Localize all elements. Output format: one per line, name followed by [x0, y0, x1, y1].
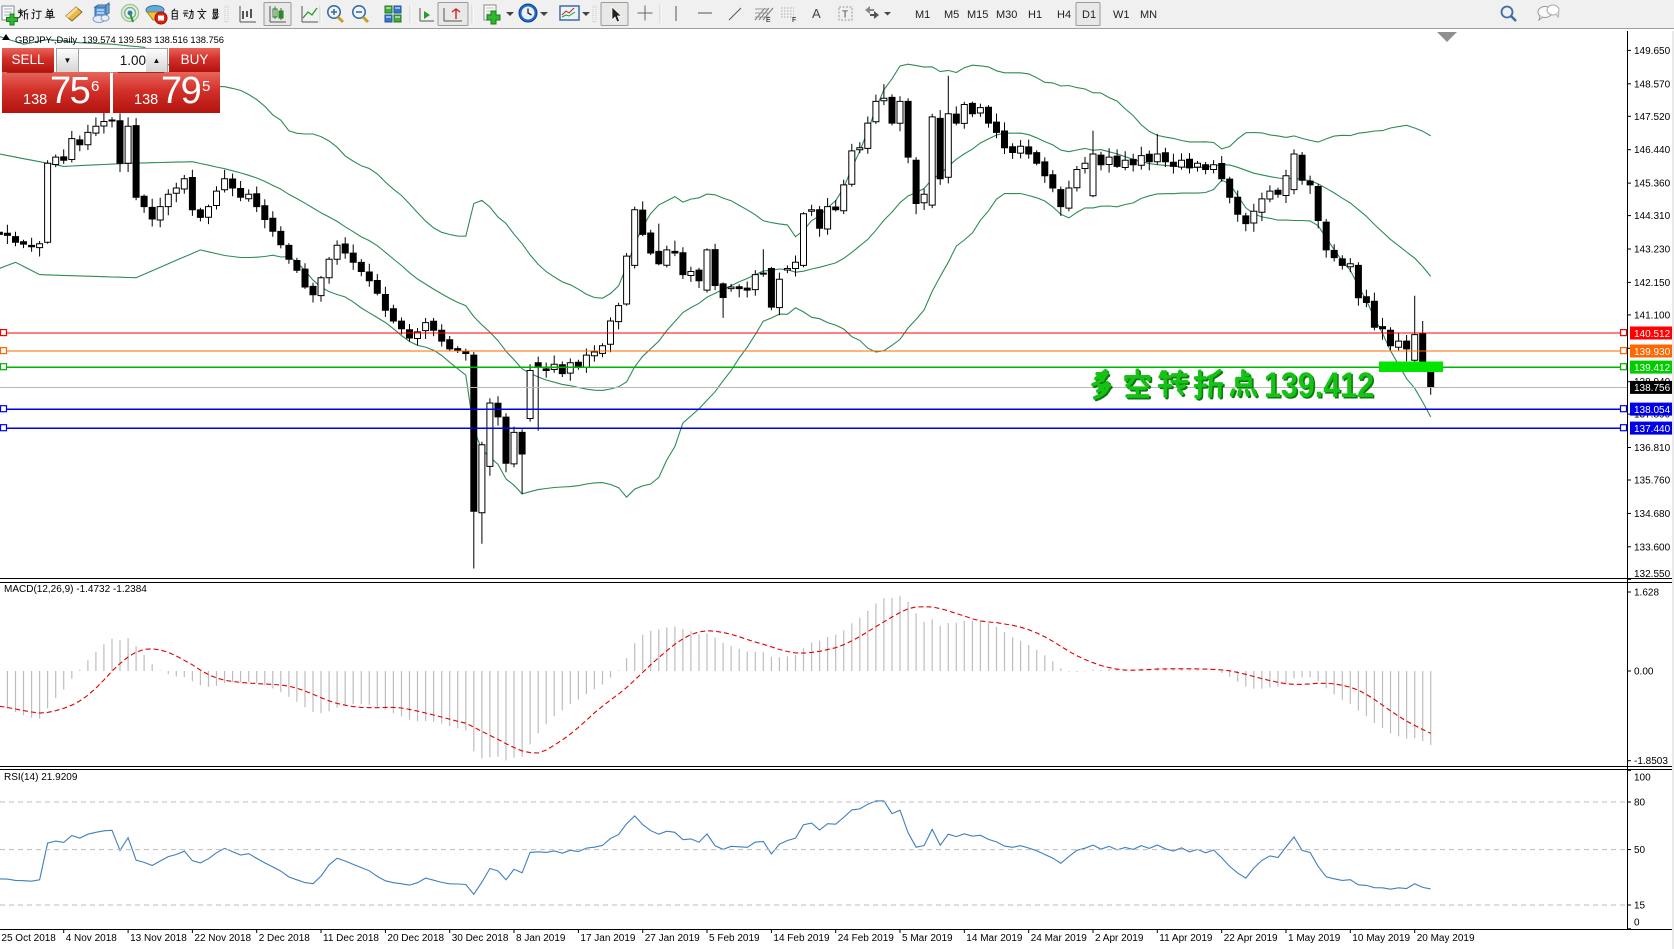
svg-text:14 Feb 2019: 14 Feb 2019 — [773, 933, 830, 944]
svg-text:M30: M30 — [996, 9, 1017, 21]
svg-text:0: 0 — [1634, 918, 1640, 929]
svg-text:H4: H4 — [1057, 9, 1071, 21]
svg-text:146.440: 146.440 — [1634, 145, 1671, 156]
svg-text:5 Feb 2019: 5 Feb 2019 — [709, 933, 760, 944]
svg-text:M15: M15 — [967, 9, 988, 21]
svg-text:5 Mar 2019: 5 Mar 2019 — [902, 933, 953, 944]
svg-text:141.100: 141.100 — [1634, 310, 1671, 321]
svg-text:139.412: 139.412 — [1634, 363, 1671, 374]
svg-text:8 Jan 2019: 8 Jan 2019 — [516, 933, 566, 944]
svg-text:17 Jan 2019: 17 Jan 2019 — [580, 933, 635, 944]
svg-text:20 May 2019: 20 May 2019 — [1417, 933, 1475, 944]
svg-text:2 Dec 2018: 2 Dec 2018 — [259, 933, 311, 944]
svg-text:20 Dec 2018: 20 Dec 2018 — [387, 933, 444, 944]
svg-text:F: F — [792, 17, 796, 24]
svg-text:22 Apr 2019: 22 Apr 2019 — [1224, 933, 1278, 944]
svg-text:22 Nov 2018: 22 Nov 2018 — [194, 933, 251, 944]
svg-text:24 Feb 2019: 24 Feb 2019 — [838, 933, 895, 944]
svg-text:W1: W1 — [1113, 9, 1130, 21]
svg-text:30 Dec 2018: 30 Dec 2018 — [452, 933, 509, 944]
svg-text:10 May 2019: 10 May 2019 — [1352, 933, 1410, 944]
svg-text:143.230: 143.230 — [1634, 245, 1671, 256]
svg-text:27 Jan 2019: 27 Jan 2019 — [645, 933, 700, 944]
svg-text:133.600: 133.600 — [1634, 542, 1671, 553]
svg-text:136.810: 136.810 — [1634, 443, 1671, 454]
svg-text:139.412: 139.412 — [1264, 366, 1374, 405]
svg-text:144.310: 144.310 — [1634, 211, 1671, 222]
svg-text:139.930: 139.930 — [1634, 347, 1671, 358]
svg-text:11 Dec 2018: 11 Dec 2018 — [323, 933, 379, 944]
svg-text:135.760: 135.760 — [1634, 476, 1671, 487]
svg-text:148.570: 148.570 — [1634, 79, 1671, 90]
svg-text:14 Mar 2019: 14 Mar 2019 — [966, 933, 1023, 944]
svg-text:25 Oct 2018: 25 Oct 2018 — [1, 933, 56, 944]
svg-text:T: T — [842, 10, 848, 21]
svg-text:0.00: 0.00 — [1634, 667, 1654, 678]
svg-text:15: 15 — [1634, 901, 1646, 912]
svg-text:50: 50 — [1634, 845, 1646, 856]
svg-text:A: A — [812, 6, 821, 21]
svg-text:1 May 2019: 1 May 2019 — [1288, 933, 1341, 944]
svg-text:13 Nov 2018: 13 Nov 2018 — [130, 933, 187, 944]
svg-text:149.650: 149.650 — [1634, 46, 1671, 57]
svg-text:80: 80 — [1634, 798, 1646, 809]
svg-text:H1: H1 — [1028, 9, 1042, 21]
svg-text:142.150: 142.150 — [1634, 278, 1671, 289]
svg-text:11 Apr 2019: 11 Apr 2019 — [1159, 933, 1213, 944]
svg-text:MACD(12,26,9) -1.4732 -1.2384: MACD(12,26,9) -1.4732 -1.2384 — [4, 584, 147, 595]
svg-text:D1: D1 — [1082, 9, 1096, 21]
svg-text:145.360: 145.360 — [1634, 179, 1671, 190]
svg-text:138.756: 138.756 — [1634, 383, 1671, 394]
svg-text:MN: MN — [1140, 9, 1157, 21]
svg-text:138.054: 138.054 — [1634, 405, 1671, 416]
svg-text:M5: M5 — [944, 9, 959, 21]
svg-text:139.412: 139.412 — [1266, 368, 1376, 407]
svg-text:134.680: 134.680 — [1634, 509, 1671, 520]
svg-text:137.440: 137.440 — [1634, 424, 1671, 435]
svg-text:4 Nov 2018: 4 Nov 2018 — [66, 933, 118, 944]
svg-text:140.512: 140.512 — [1634, 329, 1671, 340]
svg-text:24 Mar 2019: 24 Mar 2019 — [1031, 933, 1088, 944]
svg-text:RSI(14) 21.9209: RSI(14) 21.9209 — [4, 772, 78, 783]
svg-text:147.520: 147.520 — [1634, 112, 1671, 123]
svg-text:2 Apr 2019: 2 Apr 2019 — [1095, 933, 1144, 944]
svg-text:132.550: 132.550 — [1634, 569, 1671, 580]
svg-text:1.628: 1.628 — [1634, 588, 1659, 599]
svg-text:E: E — [766, 17, 771, 24]
svg-text:M1: M1 — [915, 9, 930, 21]
svg-text:100: 100 — [1634, 773, 1651, 784]
svg-text:-1.8503: -1.8503 — [1634, 756, 1668, 767]
